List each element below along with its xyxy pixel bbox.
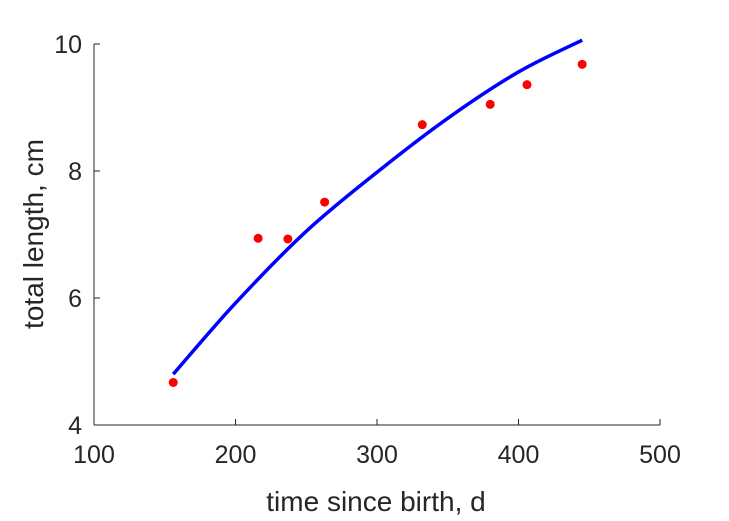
y-tick-label: 10 (54, 31, 82, 59)
y-tick-label: 6 (68, 285, 82, 313)
axes: 100 200 300 400 500 4 6 8 10 (54, 31, 681, 469)
x-axis-label: time since birth, d (266, 486, 485, 517)
y-tick-label: 8 (68, 158, 82, 186)
data-point (320, 197, 330, 207)
x-tick-label: 400 (498, 441, 540, 469)
data-point (417, 120, 427, 130)
x-tick-label: 300 (356, 441, 398, 469)
data-point (253, 233, 263, 243)
data-point (577, 59, 587, 69)
data-point (168, 377, 178, 387)
data-point (485, 99, 495, 109)
x-tick-label: 200 (215, 441, 257, 469)
x-tick-label: 100 (73, 441, 115, 469)
x-tick-label: 500 (639, 441, 681, 469)
plot-area (168, 38, 587, 387)
data-point (283, 234, 293, 244)
fit-curve (171, 38, 583, 376)
data-point (522, 80, 532, 90)
y-tick-label: 4 (68, 412, 82, 440)
y-axis-label: total length, cm (18, 139, 49, 329)
